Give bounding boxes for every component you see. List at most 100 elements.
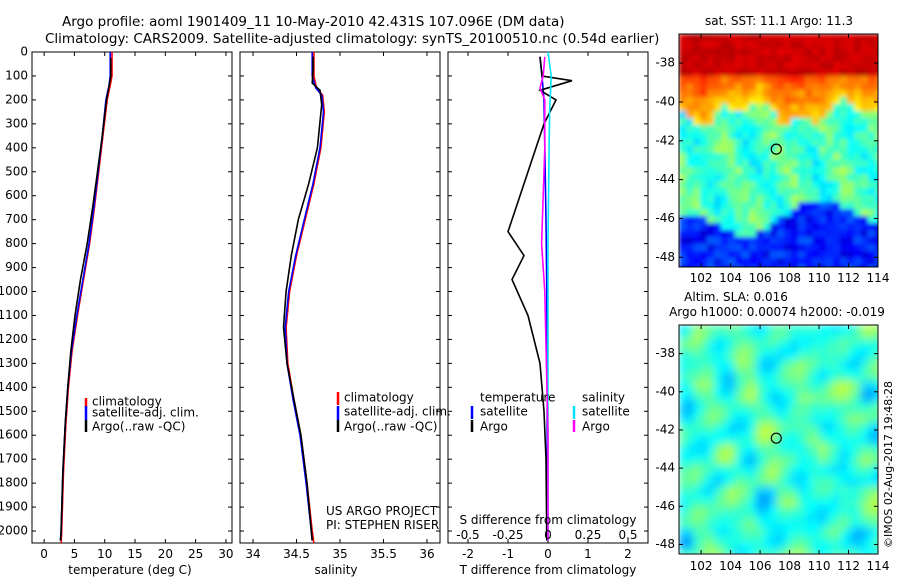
sla-cell [686,542,694,550]
sla-cell [700,549,708,554]
sla-cell [735,507,743,515]
sst-cell [714,41,722,49]
sla-cell [875,472,878,480]
sla-cell [679,500,687,508]
sal-diff-tick-label: 0.25 [575,528,602,542]
sst-cell [735,174,743,182]
sla-cell [714,430,722,438]
sla-cell [742,451,750,459]
sla-cell [679,360,687,368]
sla-cell [693,514,701,522]
sst-cell [749,62,757,70]
sla-cell [868,332,876,340]
sla-cell [826,360,834,368]
sst-cell [763,34,771,42]
sst-cell [868,258,876,266]
sst-cell [749,237,757,245]
sst-cell [770,118,778,126]
sst-cell [763,111,771,119]
sla-cell [763,339,771,347]
sla-cell [833,486,841,494]
sst-cell [700,181,708,189]
sla-cell [679,325,687,333]
sst-cell [756,97,764,105]
sla-cell [805,367,813,375]
sla-cell [819,542,827,550]
sla-cell [791,479,799,487]
sst-cell [749,76,757,84]
depth-tick-label: 2000 [0,524,28,538]
sla-cell [735,500,743,508]
sst-cell [763,237,771,245]
sla-cell [791,395,799,403]
sst-cell [721,132,729,140]
sla-cell [777,535,785,543]
sst-cell [812,90,820,98]
sla-cell [770,549,778,554]
sla-cell [875,360,878,368]
sst-cell [679,34,687,42]
sla-cell [679,472,687,480]
sla-cell [721,451,729,459]
sla-cell [791,430,799,438]
sla-cell [756,430,764,438]
sla-cell [700,388,708,396]
sst-cell [700,111,708,119]
sst-cell [693,83,701,91]
sst-cell [784,76,792,84]
sst-cell [714,258,722,266]
sla-cell [791,374,799,382]
sst-cell [707,244,715,252]
sst-cell [756,160,764,168]
sla-cell [686,500,694,508]
sst-cell [861,237,869,245]
sla-cell [707,458,715,466]
sla-cell [819,346,827,354]
sst-cell [693,104,701,112]
sst-cell [875,174,878,182]
sla-cell [728,353,736,361]
sst-cell [777,34,785,42]
sst-cell [875,160,878,168]
sla-cell [700,346,708,354]
sla-cell [777,465,785,473]
sst-cell [728,258,736,266]
sst-cell [700,104,708,112]
sla-cell [735,486,743,494]
sst-cell [819,104,827,112]
sst-cell [742,97,750,105]
sla-cell [714,374,722,382]
sst-cell [854,125,862,133]
sst-cell [693,237,701,245]
sst-cell [833,55,841,63]
map-y-tick-label: -46 [655,499,675,513]
sst-cell [805,209,813,217]
sla-cell [714,423,722,431]
sla-cell [854,549,862,554]
sst-cell [875,181,878,189]
sst-cell [819,195,827,203]
sst-cell [770,195,778,203]
sst-cell [805,97,813,105]
sla-cell [749,444,757,452]
sst-cell [735,195,743,203]
sst-cell [721,48,729,56]
sst-cell [777,76,785,84]
sst-cell [826,216,834,224]
sst-cell [826,223,834,231]
map-y-tick-label: -42 [655,133,675,147]
sla-cell [770,528,778,536]
sla-cell [854,465,862,473]
sst-cell [763,104,771,112]
sla-cell [728,395,736,403]
sla-cell [700,381,708,389]
sla-cell [686,514,694,522]
sla-cell [826,444,834,452]
sst-cell [728,139,736,147]
sst-cell [728,223,736,231]
sla-cell [679,493,687,501]
sla-cell [875,423,878,431]
sst-cell [805,216,813,224]
sst-cell [833,132,841,140]
sst-cell [763,230,771,238]
